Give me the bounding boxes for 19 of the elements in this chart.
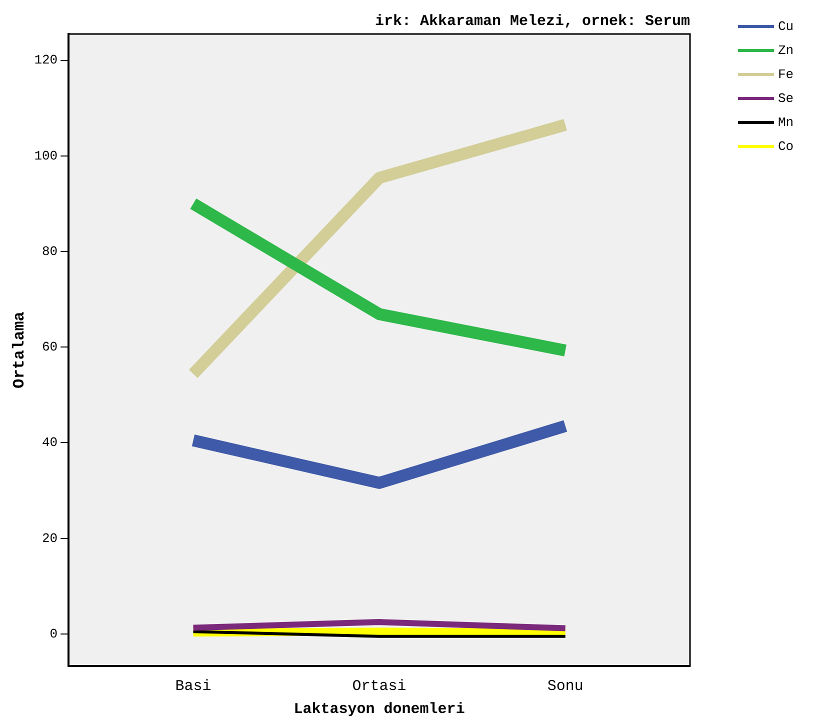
- x-tick-label: Basi: [175, 678, 212, 695]
- legend-label: Mn: [778, 114, 794, 130]
- y-tick-label: 100: [34, 148, 58, 164]
- legend-label: Cu: [778, 18, 794, 34]
- x-axis-title: Laktasyon donemleri: [294, 700, 465, 718]
- chart-title: irk: Akkaraman Melezi, ornek: Serum: [374, 12, 690, 30]
- x-tick-label: Ortasi: [352, 678, 406, 695]
- legend-label: Zn: [778, 42, 794, 58]
- x-tick-label: Sonu: [547, 678, 584, 695]
- y-tick-label: 120: [34, 52, 58, 68]
- y-tick-label: 60: [42, 340, 58, 355]
- y-axis-title: Ortalama: [10, 311, 29, 388]
- legend-label: Co: [778, 138, 794, 154]
- y-tick-label: 40: [42, 435, 58, 450]
- legend-label: Se: [778, 90, 794, 106]
- legend-label: Fe: [778, 66, 794, 82]
- y-tick-label: 80: [42, 244, 58, 259]
- y-tick-label: 0: [50, 626, 58, 642]
- y-tick-label: 20: [42, 530, 58, 546]
